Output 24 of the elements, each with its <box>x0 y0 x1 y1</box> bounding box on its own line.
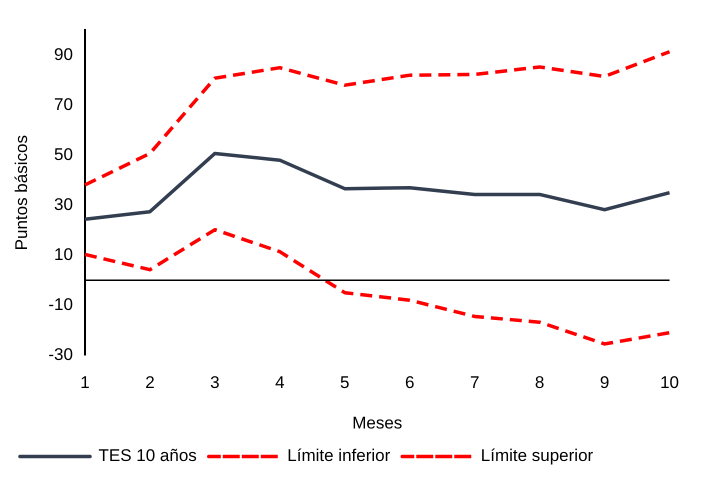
x-tick-label: 8 <box>534 373 544 392</box>
y-tick-label: -10 <box>48 294 73 314</box>
y-tick-label: -30 <box>48 344 73 364</box>
y-axis-title: Puntos básicos <box>12 135 31 250</box>
y-tick-label: 70 <box>54 94 73 114</box>
x-tick-label: 2 <box>145 373 155 392</box>
x-tick-label: 6 <box>405 373 414 392</box>
y-tick-label: 30 <box>54 194 73 214</box>
x-tick-label: 4 <box>275 373 285 392</box>
y-tick-label: 10 <box>54 244 73 264</box>
x-tick-label: 10 <box>660 373 680 392</box>
x-tick-label: 7 <box>470 373 480 392</box>
legend-label: Límite inferior <box>287 446 391 466</box>
x-tick-label: 1 <box>80 373 90 392</box>
x-tick-label: 3 <box>210 373 220 392</box>
x-axis-title: Meses <box>352 413 402 432</box>
legend-label: TES 10 años <box>98 446 197 466</box>
x-tick-label: 5 <box>340 373 350 392</box>
line-series <box>83 228 672 346</box>
legend-label: Límite superior <box>480 446 594 466</box>
y-tick-label: 50 <box>54 144 73 164</box>
line-series <box>83 50 672 187</box>
y-tick-label: 90 <box>54 44 73 64</box>
x-tick-label: 9 <box>600 373 610 392</box>
